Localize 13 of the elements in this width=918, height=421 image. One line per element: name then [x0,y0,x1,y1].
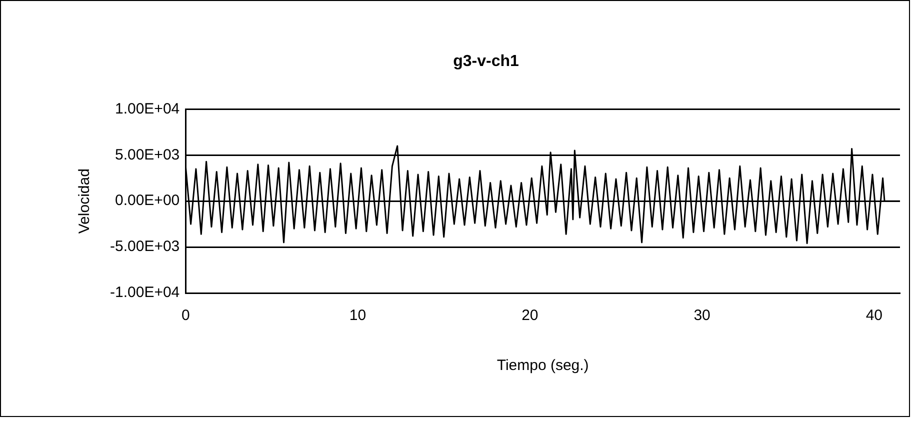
x-tick-label: 0 [181,307,190,324]
x-tick-label: 40 [866,307,883,324]
y-tick-label: 5.00E+03 [114,146,180,164]
y-tick-label: 1.00E+04 [114,100,180,118]
x-axis-title: Tiempo (seg.) [496,357,589,374]
y-tick-label: -5.00E+03 [110,238,180,256]
x-tick-label: 10 [349,307,366,324]
y-axis-title: Velocidad [76,168,94,234]
y-tick-label: -1.00E+04 [110,284,180,302]
x-tick-label: 20 [522,307,538,324]
chart-title: g3-v-ch1 [453,53,519,70]
y-tick-label: 0.00E+00 [114,192,180,210]
x-tick-label: 30 [694,307,710,324]
